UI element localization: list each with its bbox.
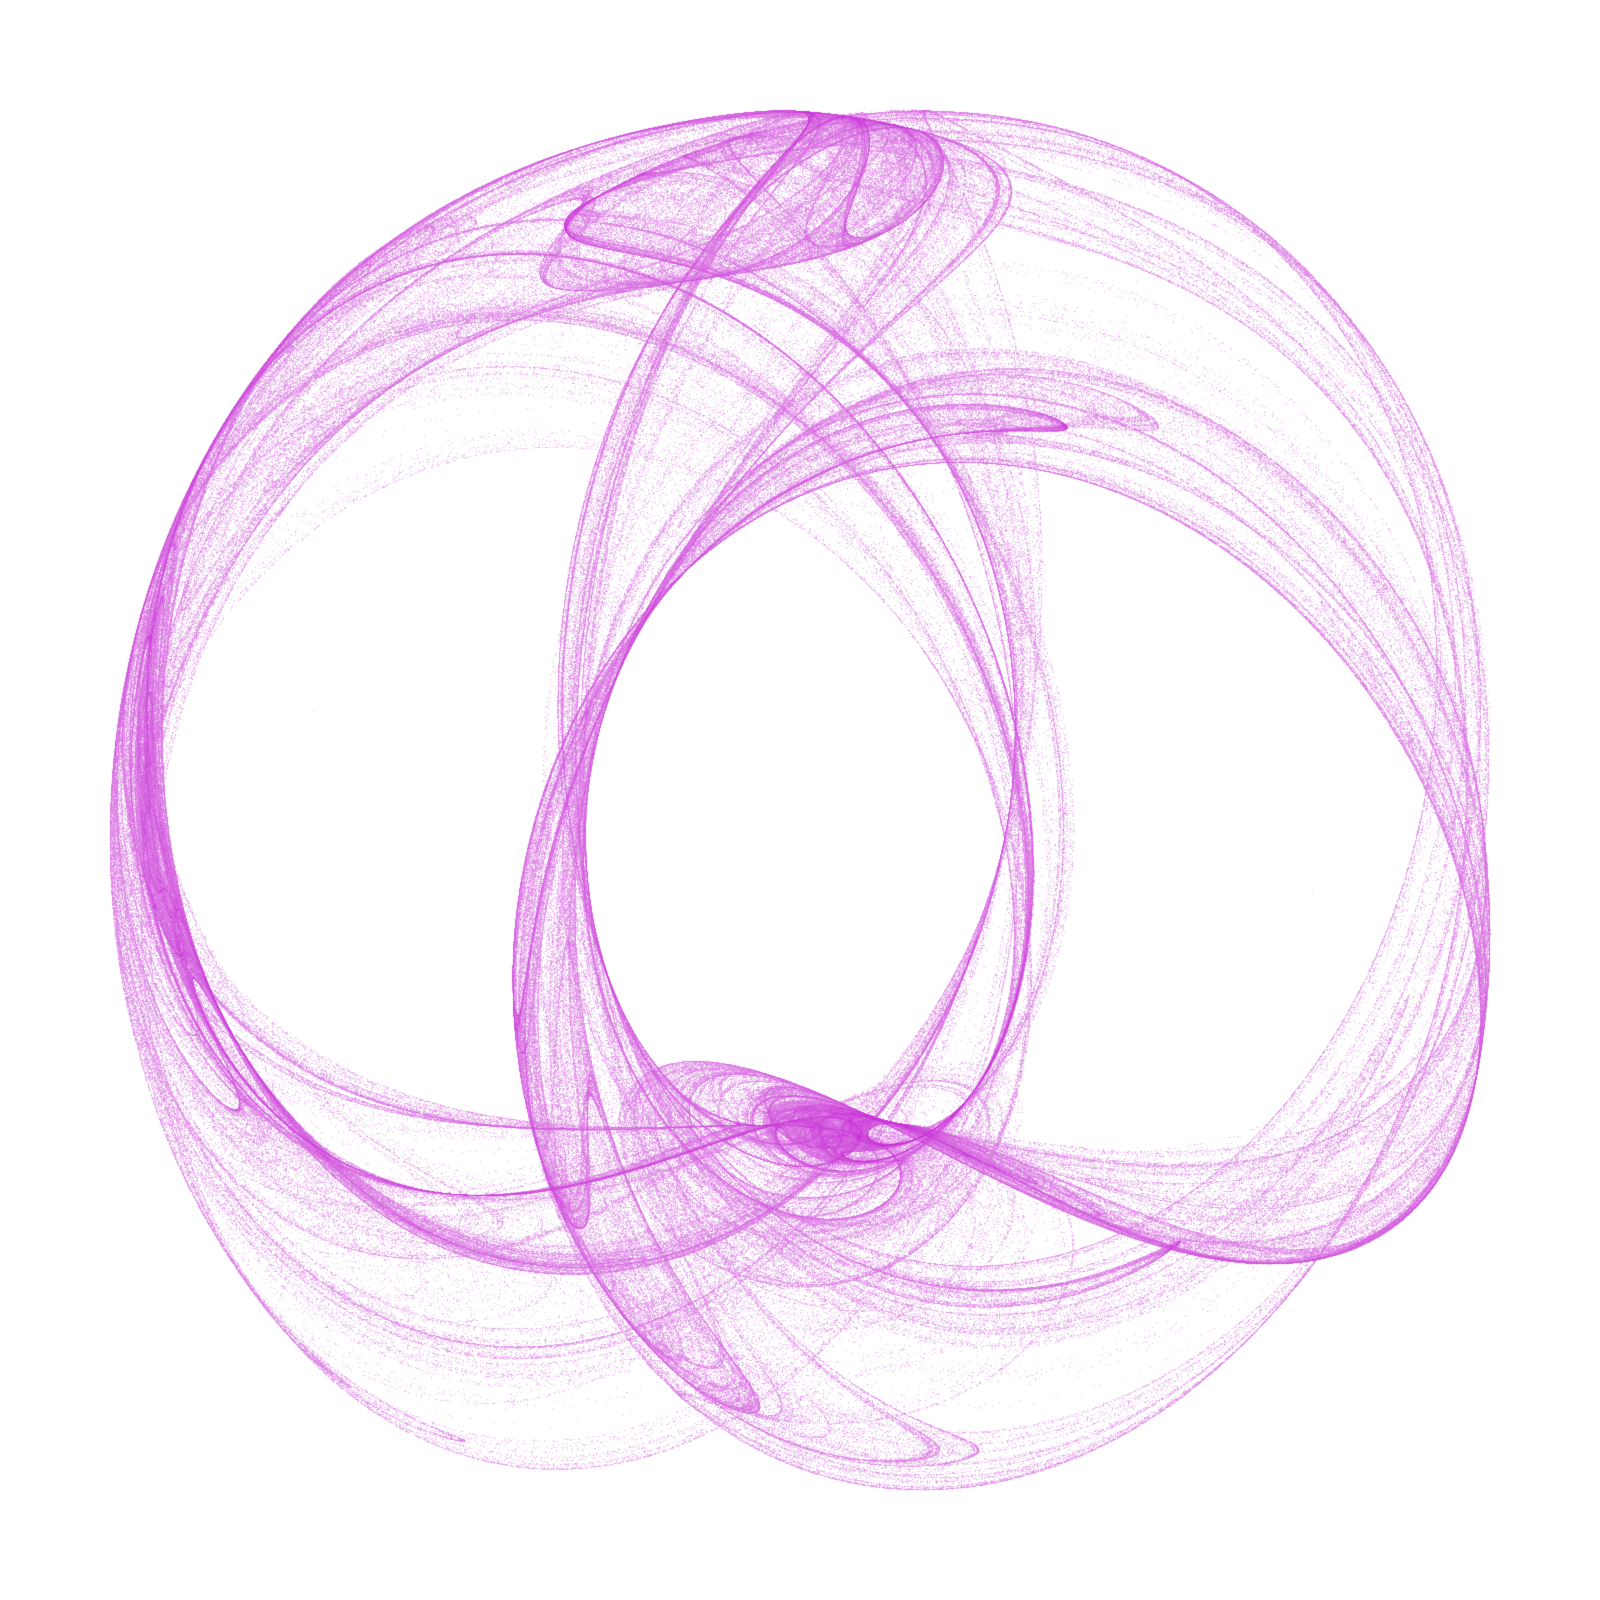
attractor-artwork bbox=[0, 0, 1600, 1600]
artwork-container bbox=[0, 0, 1600, 1600]
